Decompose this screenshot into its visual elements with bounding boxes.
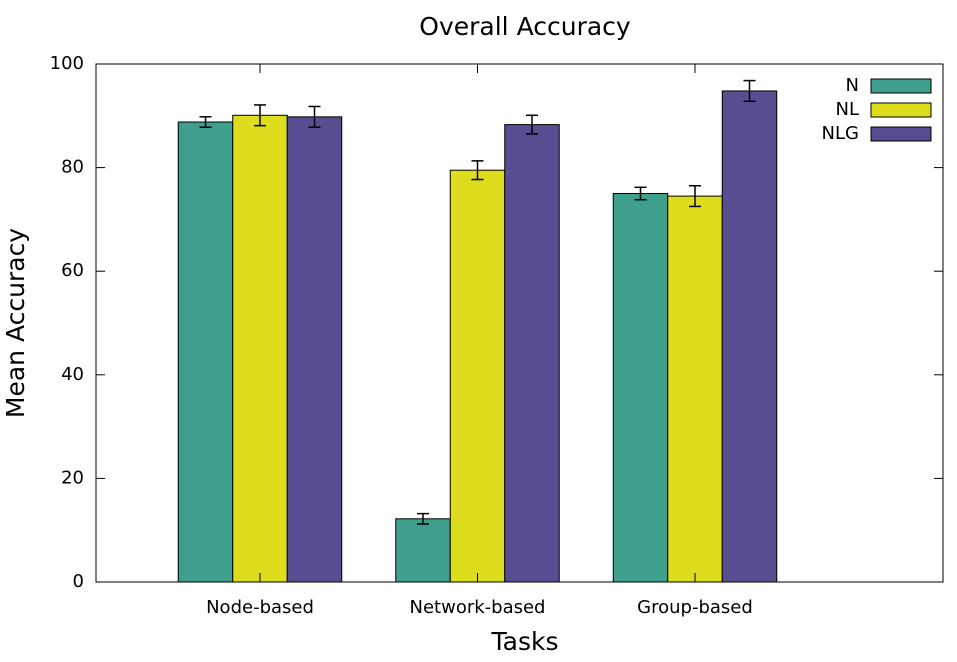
bar-nlg-3 (721, 90, 778, 583)
chart-title: Overall Accuracy (419, 12, 631, 41)
bar-n-3 (612, 193, 669, 583)
bar-n-1 (177, 121, 234, 583)
bar-nl-1 (232, 114, 288, 583)
y-tick-label: 0 (73, 571, 84, 592)
legend-swatch-n (870, 78, 932, 94)
legend-label-nlg: NLG (822, 123, 859, 144)
y-axis-label: Mean Accuracy (1, 228, 30, 418)
x-category-label: Node-based (206, 597, 314, 618)
x-axis-label: Tasks (491, 627, 559, 656)
x-category-label: Network-based (410, 597, 546, 618)
bar-nl-3 (667, 195, 723, 583)
y-tick-label: 100 (50, 53, 84, 74)
legend-swatch-nl (870, 102, 932, 118)
bar-nl-2 (449, 169, 506, 583)
x-axis-categories: Node-based Network-based Group-based (206, 64, 753, 618)
legend: N NL NLG (822, 75, 932, 144)
y-tick-label: 60 (61, 260, 84, 281)
bar-nlg-2 (504, 124, 560, 583)
plot-frame (95, 63, 944, 583)
y-tick-label: 80 (61, 157, 84, 178)
legend-label-nl: NL (836, 99, 860, 120)
y-tick-label: 20 (61, 467, 84, 488)
x-category-label: Group-based (637, 597, 753, 618)
legend-swatch-nlg (870, 126, 932, 142)
bar-nlg-1 (286, 116, 343, 583)
y-tick-label: 40 (61, 364, 84, 385)
bars (177, 79, 778, 583)
bar-n-2 (395, 518, 451, 583)
y-axis-ticks: 0 20 40 60 80 100 (50, 53, 943, 592)
legend-label-n: N (846, 75, 859, 96)
